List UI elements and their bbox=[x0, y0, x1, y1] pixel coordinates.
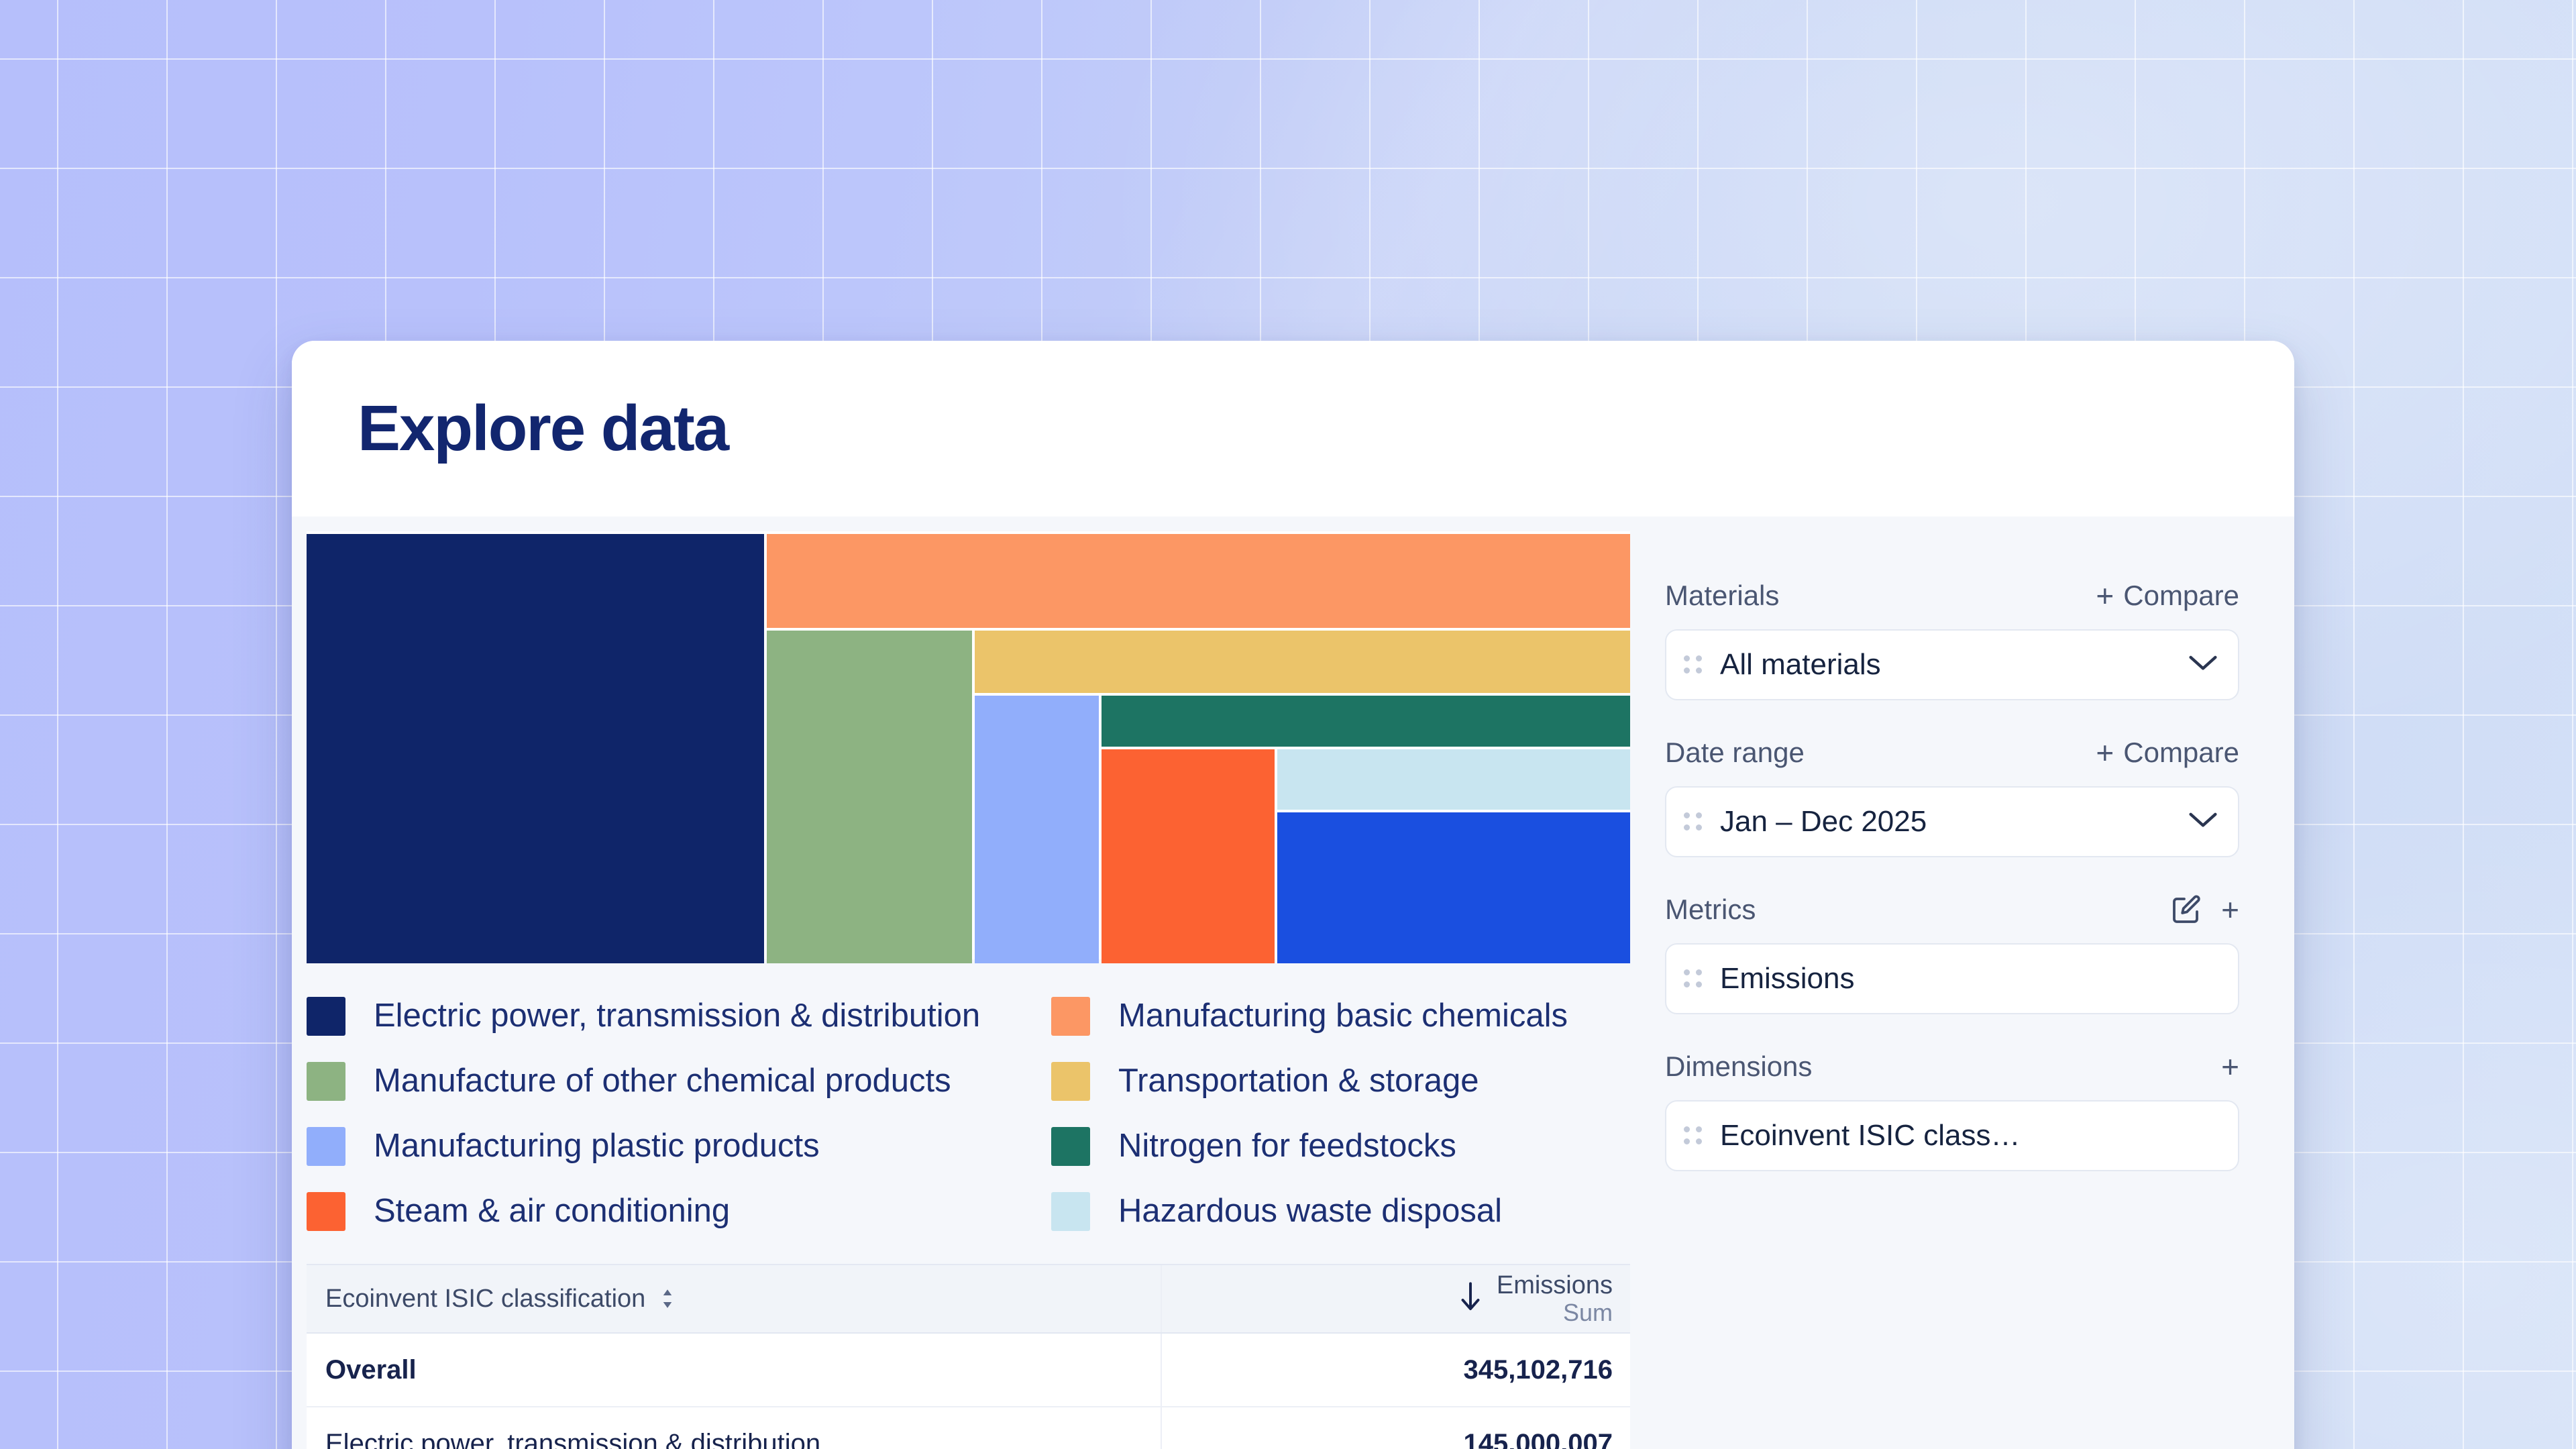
legend-item[interactable]: Manufacturing plastic products bbox=[307, 1114, 1051, 1179]
sort-toggle-icon[interactable] bbox=[657, 1287, 678, 1311]
treemap-cell-manufacture-other-chemical-products[interactable] bbox=[767, 631, 972, 963]
row-label: Electric power, transmission & distribut… bbox=[325, 1429, 821, 1449]
page-title: Explore data bbox=[358, 392, 729, 464]
add-compare-label: Compare bbox=[2123, 737, 2239, 768]
legend-item-label: Electric power, transmission & distribut… bbox=[374, 998, 981, 1034]
control-group-date-range: Date range + Compare Jan – Dec 2025 bbox=[1665, 735, 2239, 857]
add-metric-button[interactable]: + bbox=[2221, 894, 2239, 925]
table-cell-name: Overall bbox=[307, 1334, 1162, 1406]
add-compare-label: Compare bbox=[2123, 580, 2239, 611]
legend-item-label: Transportation & storage bbox=[1118, 1063, 1479, 1099]
legend-item-label: Manufacturing basic chemicals bbox=[1118, 998, 1568, 1034]
column-header-label: Emissions bbox=[1496, 1271, 1613, 1299]
table-row[interactable]: Electric power, transmission & distribut… bbox=[307, 1407, 1630, 1449]
legend-item-label: Manufacture of other chemical products bbox=[374, 1063, 951, 1099]
treemap-cell-electric-power[interactable] bbox=[307, 534, 764, 963]
control-group-title: Metrics bbox=[1665, 894, 1756, 925]
metrics-item[interactable]: Emissions bbox=[1665, 943, 2239, 1014]
card-header: Explore data bbox=[292, 341, 2294, 517]
add-dimension-button[interactable]: + bbox=[2221, 1051, 2239, 1082]
table-header-cell-classification[interactable]: Ecoinvent ISIC classification bbox=[307, 1265, 1162, 1332]
treemap-cell-manufacturing-basic-chemicals[interactable] bbox=[767, 534, 1630, 628]
date-range-select-value: Jan – Dec 2025 bbox=[1720, 807, 1927, 837]
emissions-treemap-chart bbox=[307, 531, 1630, 963]
legend-item[interactable]: Transportation & storage bbox=[1051, 1049, 1630, 1114]
legend-swatch-icon bbox=[307, 1191, 345, 1231]
treemap-cell-other[interactable] bbox=[1277, 812, 1630, 963]
control-group-metrics: Metrics + bbox=[1665, 892, 2239, 1014]
plus-icon: + bbox=[2096, 578, 2114, 613]
drag-handle-icon[interactable] bbox=[1684, 812, 1703, 831]
control-group-materials: Materials + Compare All materials bbox=[1665, 578, 2239, 700]
legend-swatch-icon bbox=[1051, 1061, 1090, 1101]
chart-legend: Electric power, transmission & distribut… bbox=[307, 959, 1630, 1264]
control-group-title: Dimensions bbox=[1665, 1051, 1813, 1082]
controls-panel: Materials + Compare All materials bbox=[1630, 531, 2279, 1449]
treemap-cell-hazardous-waste-disposal[interactable] bbox=[1277, 749, 1630, 810]
control-group-title: Date range bbox=[1665, 737, 1805, 768]
control-group-dimensions: Dimensions + Ecoinvent ISIC class… bbox=[1665, 1049, 2239, 1171]
table-cell-value: 145,000,007 bbox=[1162, 1407, 1630, 1449]
legend-item[interactable]: Electric power, transmission & distribut… bbox=[307, 983, 1051, 1049]
legend-item[interactable]: Nitrogen for feedstocks bbox=[1051, 1114, 1630, 1179]
add-compare-date-range-button[interactable]: + Compare bbox=[2096, 737, 2239, 768]
legend-swatch-icon bbox=[1051, 1191, 1090, 1231]
drag-handle-icon[interactable] bbox=[1684, 969, 1703, 988]
chart-and-table-pane: Electric power, transmission & distribut… bbox=[307, 531, 1630, 1449]
legend-item-label: Nitrogen for feedstocks bbox=[1118, 1128, 1456, 1164]
control-group-header: Date range + Compare bbox=[1665, 735, 2239, 770]
dimensions-item-value: Ecoinvent ISIC class… bbox=[1720, 1121, 2021, 1150]
plus-icon: + bbox=[2221, 892, 2239, 927]
dimensions-item[interactable]: Ecoinvent ISIC class… bbox=[1665, 1100, 2239, 1171]
table-header-cell-emissions[interactable]: Emissions Sum bbox=[1162, 1265, 1630, 1332]
date-range-select[interactable]: Jan – Dec 2025 bbox=[1665, 786, 2239, 857]
table-row[interactable]: Overall 345,102,716 bbox=[307, 1334, 1630, 1407]
legend-item[interactable]: Hazardous waste disposal bbox=[1051, 1179, 1630, 1244]
control-group-header: Metrics + bbox=[1665, 892, 2239, 927]
row-label: Overall bbox=[325, 1355, 417, 1385]
legend-item[interactable]: Manufacture of other chemical products bbox=[307, 1049, 1051, 1114]
chevron-down-icon[interactable] bbox=[2188, 654, 2218, 676]
emissions-data-table: Ecoinvent ISIC classification bbox=[307, 1264, 1630, 1449]
column-header-sublabel: Sum bbox=[1562, 1299, 1613, 1327]
control-group-header: Materials + Compare bbox=[1665, 578, 2239, 613]
explore-data-card: Explore data bbox=[292, 341, 2294, 1449]
table-cell-value: 345,102,716 bbox=[1162, 1334, 1630, 1406]
drag-handle-icon[interactable] bbox=[1684, 655, 1703, 674]
legend-item-label: Manufacturing plastic products bbox=[374, 1128, 820, 1164]
row-value: 345,102,716 bbox=[1463, 1355, 1613, 1385]
table-cell-name: Electric power, transmission & distribut… bbox=[307, 1407, 1162, 1449]
chevron-down-icon[interactable] bbox=[2188, 811, 2218, 833]
column-header-label: Ecoinvent ISIC classification bbox=[325, 1285, 646, 1313]
treemap-cell-nitrogen-for-feedstocks[interactable] bbox=[1102, 696, 1630, 747]
row-value: 145,000,007 bbox=[1463, 1429, 1613, 1449]
control-group-title: Materials bbox=[1665, 580, 1780, 611]
edit-metrics-icon[interactable] bbox=[2170, 894, 2202, 926]
materials-select-value: All materials bbox=[1720, 650, 1881, 680]
metrics-item-value: Emissions bbox=[1720, 964, 1855, 994]
control-group-header: Dimensions + bbox=[1665, 1049, 2239, 1084]
legend-item[interactable]: Manufacturing basic chemicals bbox=[1051, 983, 1630, 1049]
card-body: Electric power, transmission & distribut… bbox=[292, 517, 2294, 1449]
materials-select[interactable]: All materials bbox=[1665, 629, 2239, 700]
legend-swatch-icon bbox=[307, 1126, 345, 1166]
sort-desc-arrow-icon bbox=[1459, 1281, 1482, 1316]
legend-swatch-icon bbox=[1051, 996, 1090, 1036]
treemap-cell-steam-air-conditioning[interactable] bbox=[1102, 749, 1275, 963]
treemap-cell-transportation-storage[interactable] bbox=[975, 631, 1630, 693]
drag-handle-icon[interactable] bbox=[1684, 1126, 1703, 1145]
plus-icon: + bbox=[2221, 1049, 2239, 1084]
plus-icon: + bbox=[2096, 735, 2114, 770]
add-compare-materials-button[interactable]: + Compare bbox=[2096, 580, 2239, 611]
legend-swatch-icon bbox=[307, 996, 345, 1036]
legend-swatch-icon bbox=[307, 1061, 345, 1101]
treemap-cell-manufacturing-plastic-products[interactable] bbox=[975, 696, 1099, 963]
legend-item[interactable]: Steam & air conditioning bbox=[307, 1179, 1051, 1244]
legend-item-label: Steam & air conditioning bbox=[374, 1193, 731, 1229]
legend-swatch-icon bbox=[1051, 1126, 1090, 1166]
table-header-row: Ecoinvent ISIC classification bbox=[307, 1265, 1630, 1334]
legend-item-label: Hazardous waste disposal bbox=[1118, 1193, 1502, 1229]
